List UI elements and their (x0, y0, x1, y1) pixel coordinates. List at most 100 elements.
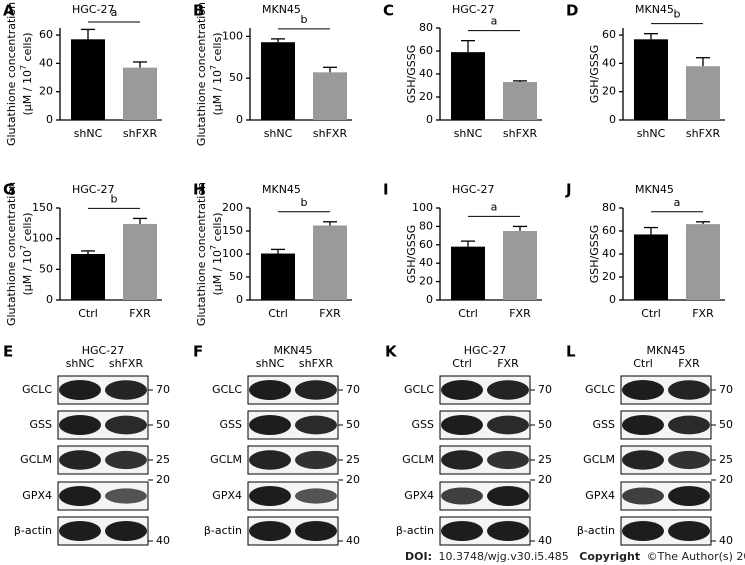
y-tick-label: 0 (426, 113, 433, 126)
x-tick-label: shNC (637, 127, 666, 140)
y-tick-label: 20 (419, 275, 433, 288)
marker-label: 70 (156, 383, 170, 396)
band (622, 415, 664, 435)
chart-title: HGC-27 (452, 183, 494, 196)
unit-superscript: 7 (209, 245, 218, 250)
x-tick-label: FXR (692, 307, 714, 320)
protein-label: GCLM (402, 453, 434, 466)
protein-label: GCLC (22, 383, 52, 396)
x-tick-label: shFXR (123, 127, 158, 140)
band (105, 380, 147, 400)
bar (451, 246, 485, 300)
y-tick-label: 60 (602, 28, 616, 41)
chart-title: MKN45 (635, 183, 674, 196)
band (668, 486, 710, 506)
y-tick-label: 100 (222, 247, 243, 260)
y-tick-label: 100 (412, 201, 433, 214)
y-axis-label: Glutathione concentration (195, 182, 208, 326)
marker-label: 40 (156, 534, 170, 547)
y-tick-label: 0 (236, 293, 243, 306)
y-tick-label: 100 (32, 232, 53, 245)
band (249, 521, 291, 541)
x-tick-label: Ctrl (458, 307, 478, 320)
bar (261, 253, 295, 300)
band (295, 415, 337, 435)
panel-letter: G (3, 181, 15, 199)
marker-label: 40 (719, 534, 733, 547)
unit-superscript: 7 (19, 245, 28, 250)
bar (71, 39, 105, 121)
doi-label: DOI: (405, 550, 432, 563)
panel-letter: L (566, 343, 576, 361)
unit-part: (μM / 10 (21, 70, 34, 115)
y-tick-label: 40 (419, 256, 433, 269)
lane-label: FXR (497, 357, 519, 370)
band (622, 450, 664, 470)
significance-label: b (111, 192, 118, 205)
y-tick-label: 60 (419, 44, 433, 57)
band (441, 487, 483, 505)
band (295, 488, 337, 504)
lane-label: Ctrl (633, 357, 653, 370)
band (487, 415, 529, 435)
protein-label: GCLM (583, 453, 615, 466)
bar (686, 224, 720, 300)
protein-label: GSS (412, 418, 435, 431)
band (441, 521, 483, 541)
bar (261, 42, 295, 120)
band (487, 450, 529, 470)
y-tick-label: 150 (222, 224, 243, 237)
y-tick-label: 0 (236, 113, 243, 126)
protein-label: β-actin (577, 524, 615, 537)
y-tick-label: 40 (602, 56, 616, 69)
unit-part: cells) (211, 212, 224, 244)
bar (686, 66, 720, 120)
y-tick-label: 50 (39, 262, 53, 275)
significance-label: a (491, 200, 498, 213)
lane-label: Ctrl (452, 357, 472, 370)
protein-label: GCLM (210, 453, 242, 466)
band (668, 450, 710, 470)
lane-label: shNC (256, 357, 285, 370)
copyright: ©The Author(s) 2024. (647, 550, 745, 563)
y-tick-label: 0 (609, 293, 616, 306)
marker-label: 20 (538, 473, 552, 486)
protein-label: GSS (220, 418, 243, 431)
marker-label: 20 (156, 473, 170, 486)
x-tick-label: shNC (454, 127, 483, 140)
y-axis-unit: (μM / 107 cells) (19, 32, 35, 115)
y-axis-unit: (μM / 107 cells) (209, 212, 225, 295)
y-tick-label: 150 (32, 201, 53, 214)
y-tick-label: 0 (426, 293, 433, 306)
protein-label: GCLC (404, 383, 434, 396)
unit-part: cells) (21, 212, 34, 244)
marker-label: 40 (538, 534, 552, 547)
panel-letter: B (193, 2, 204, 20)
protein-label: GPX4 (404, 489, 434, 502)
y-axis-unit: (μM / 107 cells) (19, 212, 35, 295)
y-tick-label: 0 (609, 113, 616, 126)
marker-label: 25 (719, 453, 733, 466)
significance-label: a (674, 196, 681, 209)
unit-part: cells) (21, 32, 34, 64)
band (59, 450, 101, 470)
copyright-label: Copyright (579, 550, 640, 563)
y-tick-label: 50 (229, 270, 243, 283)
band (668, 415, 710, 435)
bar (313, 225, 347, 300)
chart-title: HGC-27 (72, 3, 114, 16)
unit-part: (μM / 10 (211, 250, 224, 295)
protein-label: GPX4 (22, 489, 52, 502)
y-tick-label: 40 (419, 67, 433, 80)
marker-label: 50 (719, 418, 733, 431)
significance-label: b (301, 13, 308, 26)
y-tick-label: 20 (419, 90, 433, 103)
marker-label: 50 (538, 418, 552, 431)
band (59, 486, 101, 506)
chart-title: MKN45 (635, 3, 674, 16)
band (249, 380, 291, 400)
significance-label: b (301, 196, 308, 209)
lane-label: shNC (66, 357, 95, 370)
significance-label: a (111, 6, 118, 19)
panel-letter: E (3, 343, 13, 361)
